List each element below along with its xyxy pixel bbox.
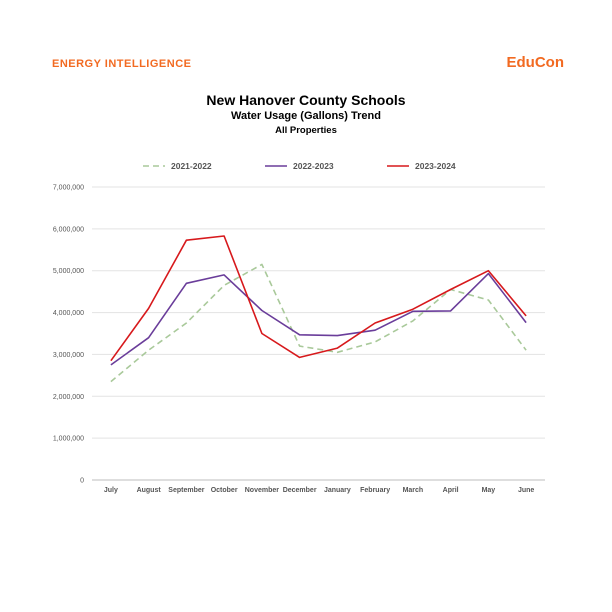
- chart-title: New Hanover County Schools: [206, 92, 406, 108]
- y-tick-label: 2,000,000: [53, 394, 84, 401]
- x-tick-label: December: [283, 487, 317, 494]
- energy-intelligence-logo: ENERGY INTELLIGENCE: [52, 58, 192, 70]
- chart-subtitle-2: All Properties: [275, 125, 337, 136]
- y-tick-label: 7,000,000: [53, 185, 84, 192]
- x-tick-label: October: [211, 487, 238, 494]
- chart-titles: New Hanover County Schools Water Usage (…: [0, 92, 612, 138]
- y-tick-label: 5,000,000: [53, 268, 84, 275]
- x-tick-label: May: [482, 487, 496, 494]
- x-tick-label: September: [168, 487, 204, 494]
- y-tick-label: 1,000,000: [53, 436, 84, 443]
- x-tick-label: November: [245, 487, 280, 494]
- y-tick-label: 4,000,000: [53, 310, 84, 317]
- x-tick-label: February: [360, 487, 390, 494]
- x-tick-label: January: [324, 487, 351, 494]
- y-tick-label: 3,000,000: [53, 352, 84, 359]
- legend-label: 2021-2022: [171, 161, 212, 171]
- x-tick-label: August: [137, 487, 162, 494]
- legend-label: 2022-2023: [293, 161, 334, 171]
- x-tick-label: April: [443, 487, 459, 494]
- y-tick-label: 6,000,000: [53, 226, 84, 233]
- x-tick-label: July: [104, 487, 118, 494]
- series-line-2022-2023: [110, 272, 527, 366]
- x-tick-label: March: [403, 487, 424, 494]
- series-line-2023-2024: [110, 235, 527, 362]
- series-line-2021-2022: [110, 263, 527, 383]
- legend-label: 2023-2024: [415, 161, 456, 171]
- y-tick-label: 0: [80, 478, 84, 485]
- chart-subtitle: Water Usage (Gallons) Trend: [231, 110, 381, 122]
- x-tick-label: June: [518, 487, 534, 494]
- educon-logo: EduCon: [506, 54, 565, 71]
